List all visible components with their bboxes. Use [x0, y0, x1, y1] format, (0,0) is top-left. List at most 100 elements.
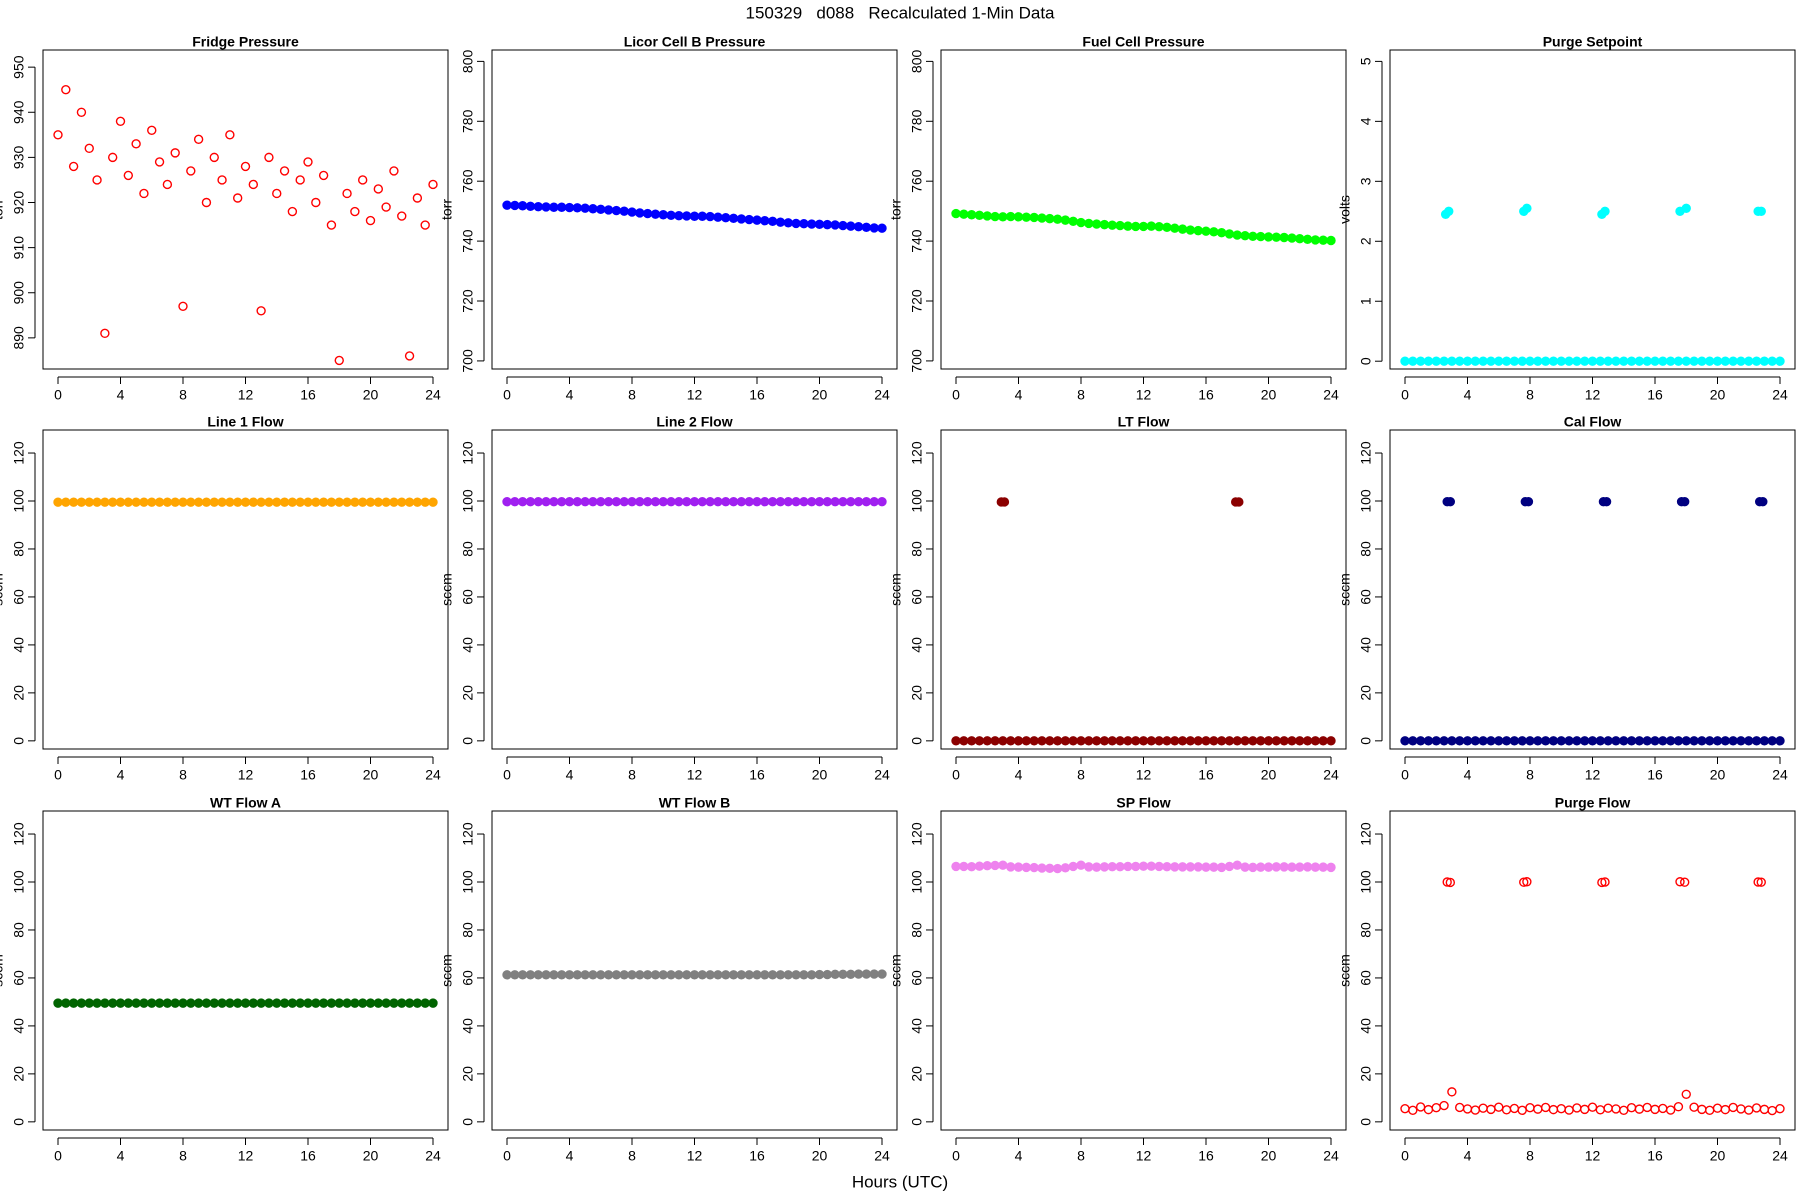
point: [1170, 862, 1180, 872]
point: [1123, 221, 1133, 231]
y-tick-label: 910: [11, 236, 27, 260]
point: [541, 202, 551, 212]
point: [783, 218, 793, 228]
point: [1597, 877, 1607, 888]
point: [139, 497, 149, 507]
y-axis-label: torr: [439, 199, 455, 220]
x-tick-label: 16: [300, 387, 316, 403]
point: [264, 152, 274, 163]
y-tick-label: 800: [460, 49, 476, 73]
point: [123, 170, 134, 181]
point: [232, 497, 243, 507]
point: [861, 222, 872, 233]
point: [154, 998, 165, 1008]
point: [1201, 736, 1211, 746]
x-tick-label: 12: [1136, 767, 1152, 783]
point: [1439, 356, 1449, 366]
point: [1509, 1103, 1520, 1114]
point: [1697, 356, 1707, 366]
point: [1052, 736, 1063, 746]
y-tick-label: 40: [1358, 637, 1374, 653]
point: [1736, 736, 1746, 746]
point: [1611, 1104, 1621, 1114]
panel-title: Cal Flow: [1564, 414, 1622, 430]
y-axis-label: sccm: [1337, 573, 1353, 606]
point: [1021, 212, 1032, 222]
point: [1154, 861, 1164, 872]
y-tick-label: 740: [909, 229, 925, 253]
y-tick-label: 800: [909, 49, 925, 73]
point: [1665, 736, 1676, 746]
point: [1005, 736, 1016, 746]
point: [1400, 356, 1410, 366]
y-tick-label: 60: [909, 589, 925, 605]
point: [1318, 736, 1328, 746]
point: [603, 497, 614, 507]
x-tick-label: 16: [749, 767, 765, 783]
point: [1720, 1104, 1731, 1115]
point: [342, 188, 352, 199]
x-axis-label: Hours (UTC): [852, 1172, 948, 1191]
point: [272, 497, 282, 507]
x-tick-label: 0: [54, 767, 62, 783]
y-tick-label: 60: [909, 970, 925, 986]
y-axis-label: sccm: [888, 954, 904, 987]
point: [1517, 736, 1527, 746]
x-tick-label: 12: [1136, 387, 1152, 403]
point: [1146, 861, 1157, 871]
point: [846, 221, 856, 231]
point: [1302, 234, 1313, 245]
panel-title: Purge Flow: [1555, 795, 1631, 811]
point: [830, 497, 840, 507]
point: [365, 998, 376, 1008]
point: [596, 970, 606, 980]
x-tick-label: 0: [1401, 1148, 1409, 1164]
x-tick-label: 12: [238, 767, 254, 783]
point: [1295, 234, 1305, 244]
point: [1486, 1104, 1496, 1115]
point: [1271, 862, 1282, 872]
point: [877, 497, 887, 507]
point: [998, 860, 1008, 870]
point: [541, 970, 551, 980]
point: [1494, 736, 1504, 746]
x-tick-label: 16: [1198, 1148, 1214, 1164]
x-tick-label: 20: [1710, 387, 1726, 403]
point: [1439, 736, 1449, 746]
point: [1470, 1105, 1481, 1115]
point: [1478, 356, 1488, 366]
point: [1689, 356, 1699, 366]
point: [350, 206, 360, 217]
point: [713, 497, 723, 507]
y-tick-label: 20: [11, 1066, 27, 1082]
point: [256, 998, 266, 1008]
point: [846, 497, 856, 507]
point: [1501, 1105, 1512, 1115]
point: [397, 211, 407, 221]
y-tick-label: 80: [11, 922, 27, 938]
point: [619, 497, 629, 507]
point: [966, 210, 977, 220]
point: [1759, 1104, 1770, 1115]
point: [1310, 736, 1321, 746]
point: [1060, 736, 1071, 746]
y-tick-label: 120: [460, 441, 476, 465]
point: [84, 998, 94, 1008]
point: [1601, 497, 1612, 507]
point: [1234, 497, 1244, 507]
point: [389, 998, 399, 1008]
point: [1658, 1103, 1668, 1114]
point: [1579, 1104, 1590, 1115]
plot-frame: [940, 429, 1347, 750]
panel-title: Fridge Pressure: [192, 34, 299, 50]
point: [959, 209, 969, 219]
point: [775, 217, 786, 227]
point: [201, 197, 212, 208]
y-tick-label: 40: [11, 637, 27, 653]
point: [1767, 356, 1777, 366]
point: [1415, 736, 1426, 746]
point: [1494, 356, 1504, 366]
point: [697, 970, 708, 980]
point: [100, 998, 110, 1008]
x-tick-label: 16: [300, 767, 316, 783]
